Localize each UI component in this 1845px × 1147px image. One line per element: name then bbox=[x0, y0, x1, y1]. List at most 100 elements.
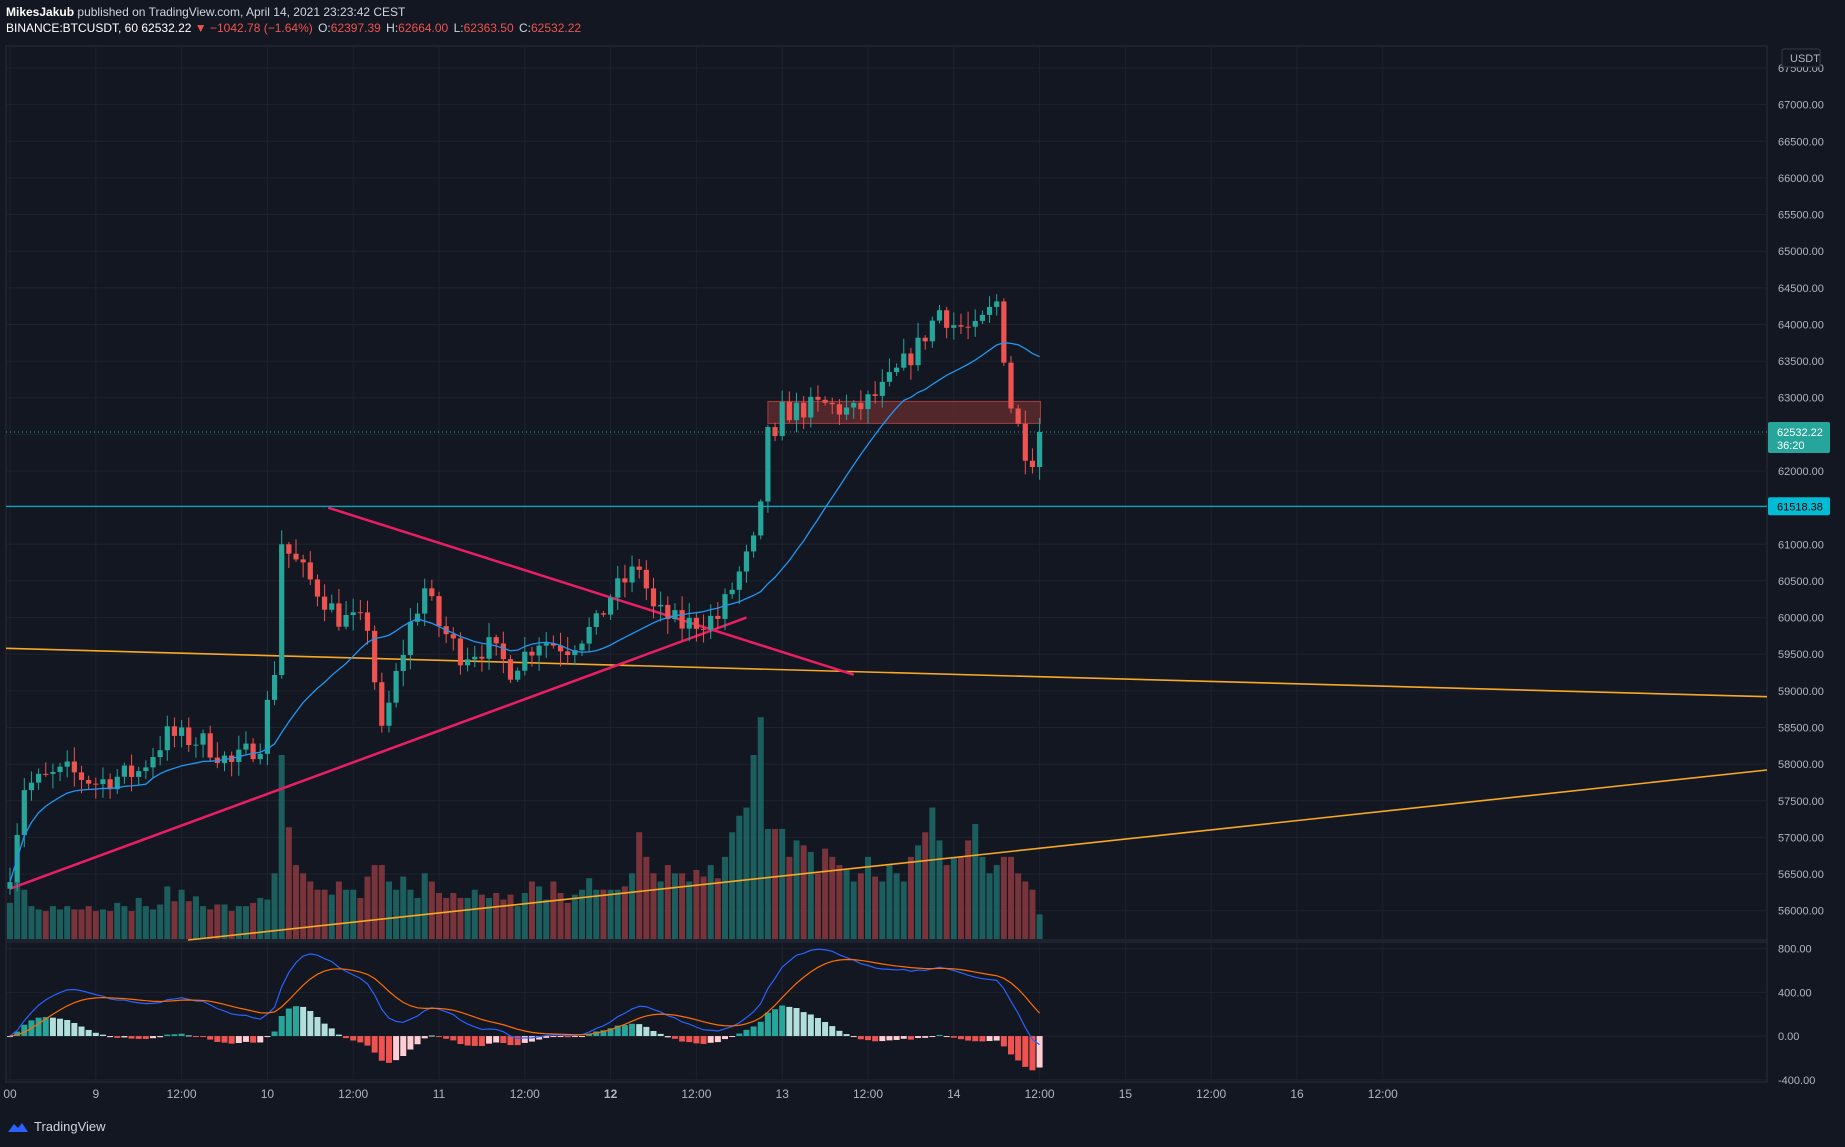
candle[interactable] bbox=[901, 338, 907, 371]
candle[interactable] bbox=[357, 599, 363, 621]
candle[interactable] bbox=[86, 775, 92, 790]
candle[interactable] bbox=[479, 644, 485, 672]
candle[interactable] bbox=[765, 424, 771, 513]
candle[interactable] bbox=[236, 735, 242, 776]
macd-pane[interactable] bbox=[5, 941, 1768, 1083]
macd-line[interactable] bbox=[9, 948, 1040, 1046]
candle[interactable] bbox=[772, 422, 778, 442]
candle[interactable] bbox=[915, 322, 921, 372]
candle[interactable] bbox=[179, 720, 185, 748]
candle[interactable] bbox=[293, 539, 299, 562]
candle[interactable] bbox=[529, 646, 535, 667]
author-name[interactable]: MikesJakub bbox=[6, 5, 75, 19]
candle[interactable] bbox=[457, 632, 464, 675]
candle[interactable] bbox=[815, 385, 821, 412]
candle[interactable] bbox=[715, 602, 721, 629]
candle[interactable] bbox=[665, 596, 671, 634]
candle[interactable] bbox=[200, 729, 206, 758]
candle[interactable] bbox=[658, 591, 664, 622]
macd-indicator[interactable] bbox=[7, 948, 1043, 1071]
candle[interactable] bbox=[629, 555, 635, 593]
candle[interactable] bbox=[336, 589, 342, 631]
candle[interactable] bbox=[486, 622, 492, 670]
candle[interactable] bbox=[114, 768, 120, 794]
trendline-descending[interactable] bbox=[327, 506, 855, 676]
candle[interactable] bbox=[107, 773, 113, 799]
candle[interactable] bbox=[186, 717, 192, 752]
candle[interactable] bbox=[565, 636, 571, 664]
candle[interactable] bbox=[28, 771, 35, 801]
candle[interactable] bbox=[322, 584, 328, 622]
candle[interactable] bbox=[1022, 410, 1028, 475]
candle[interactable] bbox=[372, 625, 378, 690]
candle[interactable] bbox=[894, 363, 900, 376]
candle[interactable] bbox=[450, 627, 456, 651]
candle[interactable] bbox=[136, 766, 142, 785]
candle[interactable] bbox=[364, 600, 371, 645]
candle[interactable] bbox=[722, 588, 728, 631]
candle[interactable] bbox=[171, 717, 178, 748]
candle[interactable] bbox=[672, 603, 678, 623]
candle[interactable] bbox=[193, 737, 199, 758]
candle[interactable] bbox=[507, 655, 514, 683]
candle[interactable] bbox=[143, 760, 149, 779]
candle[interactable] bbox=[43, 762, 49, 777]
candle[interactable] bbox=[979, 310, 985, 325]
resistance-zone[interactable] bbox=[767, 400, 1041, 424]
candles[interactable] bbox=[7, 294, 1043, 895]
candle[interactable] bbox=[958, 313, 964, 334]
candle[interactable] bbox=[78, 765, 85, 794]
candle[interactable] bbox=[829, 397, 835, 415]
candle[interactable] bbox=[386, 690, 392, 733]
candle[interactable] bbox=[758, 499, 764, 540]
candle[interactable] bbox=[965, 311, 971, 340]
candle[interactable] bbox=[550, 635, 556, 649]
candle[interactable] bbox=[279, 530, 285, 679]
candle[interactable] bbox=[944, 306, 950, 339]
candle[interactable] bbox=[600, 611, 607, 617]
candle[interactable] bbox=[700, 614, 707, 643]
candle[interactable] bbox=[379, 672, 385, 733]
candle[interactable] bbox=[300, 554, 306, 578]
currency-box[interactable] bbox=[1781, 48, 1821, 68]
candle[interactable] bbox=[436, 591, 442, 638]
candle[interactable] bbox=[343, 601, 349, 630]
candle[interactable] bbox=[851, 399, 857, 419]
trendline-ascending[interactable] bbox=[9, 616, 747, 890]
candle[interactable] bbox=[422, 578, 428, 627]
candle[interactable] bbox=[93, 777, 99, 799]
candle[interactable] bbox=[271, 661, 278, 706]
candle[interactable] bbox=[793, 392, 800, 433]
candle[interactable] bbox=[314, 574, 321, 607]
candle[interactable] bbox=[643, 560, 649, 601]
candle[interactable] bbox=[729, 582, 735, 599]
candle[interactable] bbox=[1008, 355, 1014, 414]
candle[interactable] bbox=[822, 396, 828, 406]
candle[interactable] bbox=[543, 632, 549, 658]
candle[interactable] bbox=[879, 369, 885, 408]
candle[interactable] bbox=[465, 647, 471, 672]
candle[interactable] bbox=[157, 736, 163, 766]
candle[interactable] bbox=[736, 566, 742, 604]
candle[interactable] bbox=[994, 294, 1000, 316]
candle[interactable] bbox=[400, 639, 406, 687]
candle[interactable] bbox=[572, 645, 578, 666]
candle[interactable] bbox=[557, 632, 564, 667]
candle[interactable] bbox=[71, 747, 77, 787]
candle[interactable] bbox=[264, 691, 270, 766]
support-line-upper[interactable] bbox=[5, 647, 1768, 698]
candle[interactable] bbox=[808, 387, 814, 428]
candle[interactable] bbox=[865, 390, 871, 424]
candle[interactable] bbox=[936, 305, 943, 324]
candle[interactable] bbox=[36, 768, 42, 790]
candle[interactable] bbox=[493, 634, 499, 656]
candle[interactable] bbox=[886, 358, 893, 387]
candle[interactable] bbox=[522, 637, 528, 676]
candle[interactable] bbox=[515, 667, 521, 683]
candle[interactable] bbox=[350, 598, 356, 631]
support-line-rising[interactable] bbox=[187, 769, 1768, 941]
candle[interactable] bbox=[929, 316, 935, 348]
tradingview-logo[interactable]: TradingView bbox=[6, 1119, 106, 1134]
